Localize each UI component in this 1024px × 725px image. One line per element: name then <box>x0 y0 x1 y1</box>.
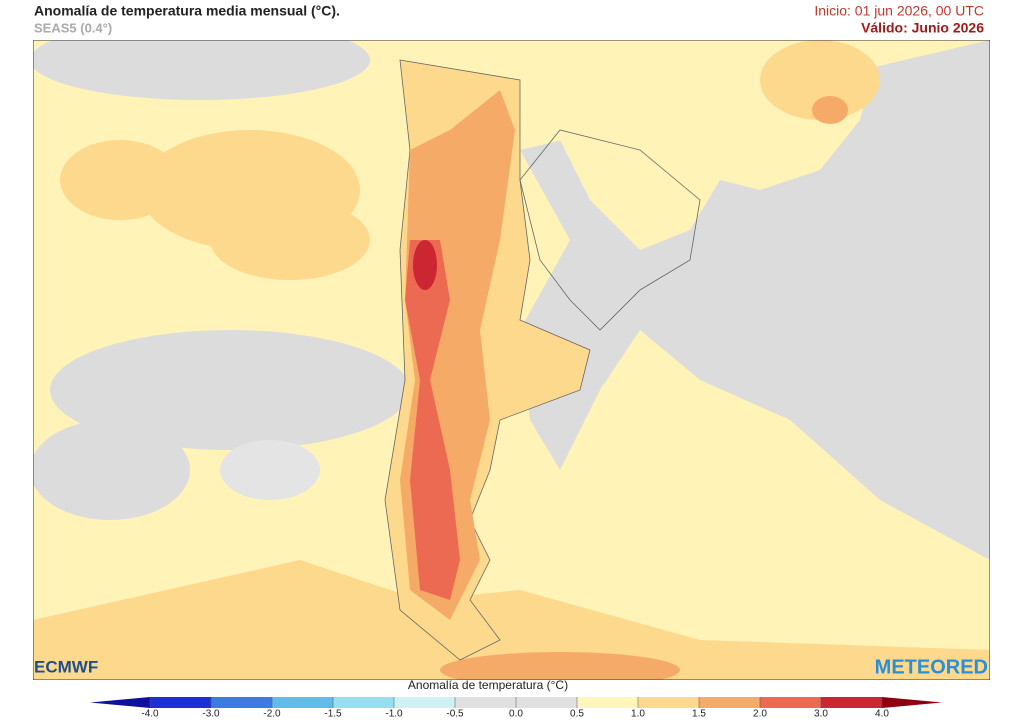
colorbar-segment <box>760 697 821 708</box>
map <box>33 40 990 680</box>
colorbar-segment <box>821 697 882 708</box>
start-date: Inicio: 01 jun 2026, 00 UTC <box>814 3 984 19</box>
subtitle: SEAS5 (0.4°) <box>34 20 112 35</box>
colorbar-under <box>90 697 150 708</box>
colorbar-segment <box>211 697 272 708</box>
colorbar-segment <box>333 697 394 708</box>
colorbar-segment <box>638 697 699 708</box>
colorbar-segment <box>699 697 760 708</box>
colorbar-segment <box>272 697 333 708</box>
colorbar-segment <box>150 697 211 708</box>
colorbar-tick-label: -0.5 <box>446 709 464 720</box>
colorbar-tick-label: 1.5 <box>692 709 706 720</box>
meteored-logo: METEORED <box>875 656 988 678</box>
colorbar-segment <box>394 697 455 708</box>
ecmwf-logo: ECMWF <box>34 657 98 676</box>
colorbar-tick-label: 1.0 <box>631 709 645 720</box>
colorbar-title: Anomalía de temperatura (°C) <box>408 678 568 692</box>
title: Anomalía de temperatura media mensual (°… <box>34 3 340 19</box>
colorbar-tick-label: -4.0 <box>141 709 159 720</box>
colorbar-segment <box>577 697 638 708</box>
colorbar: Anomalía de temperatura (°C) -4.0 -3.0 -2.… <box>90 678 942 720</box>
colorbar-tick-label: 2.0 <box>753 709 767 720</box>
colorbar-segment <box>455 697 516 708</box>
valid-date: Válido: Junio 2026 <box>861 20 984 36</box>
colorbar-tick-label: 0.5 <box>570 709 584 720</box>
colorbar-tick-label: 3.0 <box>814 709 828 720</box>
colorbar-tick-label: 4.0 <box>875 709 889 720</box>
colorbar-tick-label: -1.5 <box>324 709 342 720</box>
colorbar-tick-label: -2.0 <box>263 709 281 720</box>
colorbar-tick-label: 0.0 <box>509 709 523 720</box>
colorbar-over <box>882 697 942 708</box>
colorbar-segment <box>516 697 577 708</box>
colorbar-tick-label: -1.0 <box>385 709 403 720</box>
colorbar-tick-label: -3.0 <box>202 709 220 720</box>
